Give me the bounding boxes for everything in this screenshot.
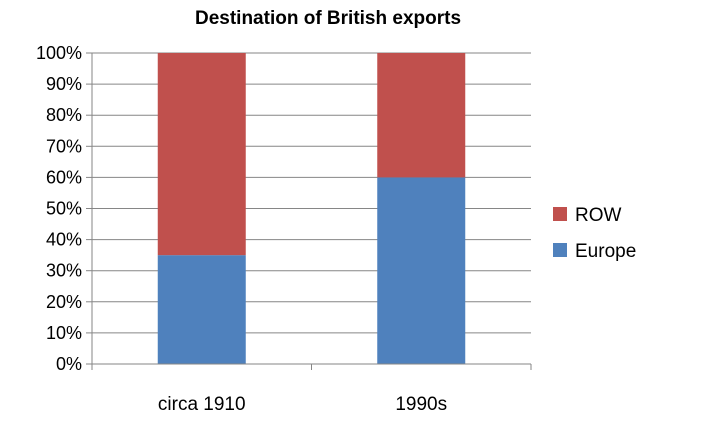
y-tick-label: 30% bbox=[46, 261, 82, 281]
y-tick-label: 60% bbox=[46, 167, 82, 187]
x-tick-label: circa 1910 bbox=[158, 394, 246, 415]
y-tick-label: 80% bbox=[46, 105, 82, 125]
bar-row-1990s bbox=[377, 53, 466, 178]
y-tick-label: 90% bbox=[46, 74, 82, 94]
legend: ROW Europe bbox=[553, 205, 636, 262]
axes: 0% 10% 20% 30% 40% 50% 60% 70% 80% 90% 100% circa 1… bbox=[36, 43, 532, 415]
y-tick-label: 10% bbox=[46, 323, 82, 343]
y-tick-label: 50% bbox=[46, 199, 82, 219]
y-tick-label: 70% bbox=[46, 136, 82, 156]
bars bbox=[157, 53, 466, 364]
bar-europe-circa-1910 bbox=[157, 255, 246, 364]
chart-title: Destination of British exports bbox=[195, 8, 461, 29]
legend-label-row: ROW bbox=[575, 205, 622, 226]
bar-row-circa-1910 bbox=[157, 53, 246, 256]
bar-europe-1990s bbox=[377, 177, 466, 364]
y-tick-label: 0% bbox=[56, 354, 82, 374]
y-tick-label: 100% bbox=[36, 43, 82, 63]
legend-swatch-europe bbox=[553, 243, 567, 257]
y-tick-label: 40% bbox=[46, 230, 82, 250]
y-tick-label: 20% bbox=[46, 292, 82, 312]
legend-label-europe: Europe bbox=[575, 241, 636, 262]
legend-swatch-row bbox=[553, 207, 567, 221]
x-tick-label: 1990s bbox=[395, 394, 447, 415]
